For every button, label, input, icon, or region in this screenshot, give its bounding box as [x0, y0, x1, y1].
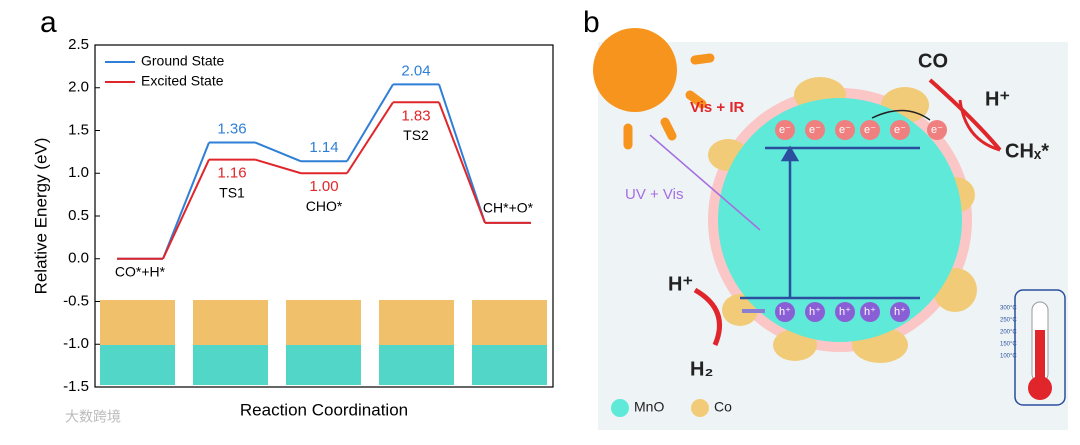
- schematic: b COH⁺CHₓ*V: [583, 6, 1068, 430]
- schematic-label: MnO: [634, 399, 664, 415]
- y-tick-label: 1.0: [68, 164, 89, 181]
- schematic-label: CO: [918, 50, 948, 72]
- hole: [890, 302, 910, 322]
- hole: [775, 302, 795, 322]
- schematic-label: H₂: [690, 358, 713, 380]
- value-label: 1.14: [309, 139, 338, 156]
- y-tick-label: 0.5: [68, 207, 89, 224]
- electron: [835, 120, 855, 140]
- slab-co: [472, 300, 547, 345]
- connector: [438, 84, 486, 224]
- schematic-label: e⁻: [864, 124, 876, 136]
- schematic-label: 250°C: [1000, 318, 1017, 324]
- h2-arrow: [693, 287, 722, 346]
- value-label: 1.36: [217, 120, 246, 137]
- category-label: TS1: [219, 184, 245, 200]
- schematic-label: 150°C: [1000, 342, 1017, 348]
- schematic-label: h⁺: [779, 306, 791, 318]
- y-tick-label: -1.5: [63, 378, 89, 395]
- schematic-label: H⁺: [985, 88, 1010, 110]
- schematic-label: h⁺: [894, 306, 906, 318]
- slab-mno: [193, 345, 268, 385]
- connector: [162, 142, 210, 260]
- schematic-label: Co: [714, 399, 732, 415]
- panel-label: b: [583, 6, 600, 39]
- schematic-label: e⁻: [809, 124, 821, 136]
- y-tick-label: 1.5: [68, 121, 89, 138]
- co-arrow: [928, 78, 1002, 152]
- electron: [890, 120, 910, 140]
- connector: [254, 158, 302, 175]
- legend-label: Excited State: [141, 73, 224, 89]
- watermark: 大数跨境: [65, 409, 121, 425]
- value-label: 2.04: [401, 62, 430, 79]
- schematic-label: e⁻: [931, 124, 943, 136]
- schematic-label: 100°C: [1000, 354, 1017, 360]
- value-label: 1.83: [401, 107, 430, 124]
- hole: [860, 302, 880, 322]
- schematic-label: CHₓ*: [1005, 140, 1049, 162]
- sun: [593, 28, 715, 150]
- slab-mno: [286, 345, 361, 385]
- category-label: CHO*: [306, 198, 343, 214]
- electron: [775, 120, 795, 140]
- legend-swatch: [691, 399, 709, 417]
- legend-swatch: [611, 399, 629, 417]
- value-label: 1.00: [309, 178, 338, 195]
- hole: [835, 302, 855, 322]
- schematic-label: 300°C: [1000, 306, 1017, 312]
- value-label: 1.16: [217, 165, 246, 182]
- panel-label: a: [40, 6, 57, 39]
- y-tick-label: 2.5: [68, 36, 89, 53]
- connector: [346, 83, 394, 162]
- connector: [346, 101, 394, 174]
- schematic-label: h⁺: [864, 306, 876, 318]
- slab-co: [193, 300, 268, 345]
- y-tick-label: -0.5: [63, 292, 89, 309]
- y-tick-label: 2.0: [68, 79, 89, 96]
- category-label: TS2: [403, 127, 429, 143]
- thermometer: [1014, 289, 1066, 406]
- schematic-label: e⁻: [894, 124, 906, 136]
- electron: [805, 120, 825, 140]
- transfer-arrow: [871, 109, 931, 121]
- hole: [805, 302, 825, 322]
- y-axis-label: Relative Energy (eV): [31, 138, 50, 295]
- slab-co: [100, 300, 175, 345]
- schematic-label: UV + Vis: [625, 186, 684, 203]
- category-label: CH*+O*: [483, 200, 534, 216]
- schematic-label: h⁺: [809, 306, 821, 318]
- connector: [254, 141, 302, 163]
- h-arrow: [958, 99, 1001, 152]
- y-tick-label: 0.0: [68, 250, 89, 267]
- connector: [162, 159, 210, 260]
- uv-ray: [649, 134, 761, 231]
- slab-mno: [100, 345, 175, 385]
- y-tick-label: -1.0: [63, 335, 89, 352]
- slab-mno: [472, 345, 547, 385]
- mno-particle: [718, 98, 962, 342]
- connector: [438, 101, 486, 224]
- bands: [740, 145, 920, 313]
- legend-label: Ground State: [141, 53, 224, 69]
- electron: [927, 120, 947, 140]
- schematic-label: h⁺: [839, 306, 851, 318]
- schematic-label: H⁺: [668, 273, 693, 295]
- slab-images: [100, 300, 547, 385]
- slab-co: [379, 300, 454, 345]
- slab-mno: [379, 345, 454, 385]
- electron: [860, 120, 880, 140]
- category-label: CO*+H*: [115, 263, 166, 279]
- schematic-label: e⁻: [839, 124, 851, 136]
- x-axis-label: Reaction Coordination: [240, 400, 408, 419]
- schematic-label: e⁻: [779, 124, 791, 136]
- schematic-label: Vis + IR: [690, 99, 745, 116]
- schematic-label: 200°C: [1000, 330, 1017, 336]
- slab-co: [286, 300, 361, 345]
